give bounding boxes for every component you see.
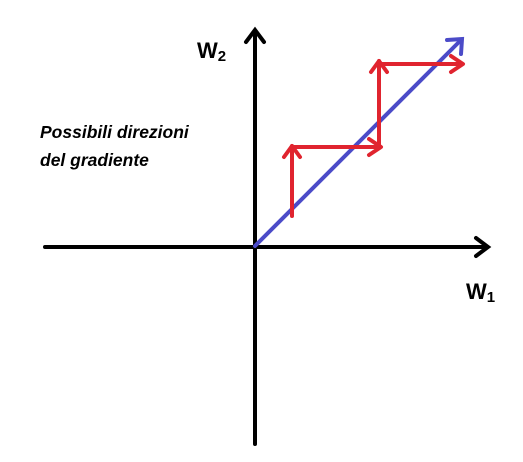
horizontal-axis-arrowhead [474,236,492,258]
axes [43,26,492,446]
caption-line-1: Possibili direzioni [40,122,189,142]
direct-path-line [253,39,462,248]
step-3-arrowhead [369,59,389,74]
w2-letter: W [197,38,218,63]
step-4-arrowhead [449,54,465,74]
direct-path-arrowhead [445,36,465,56]
w1-axis-label: W1 [466,279,496,306]
caption-line-2: del gradiente [40,150,149,170]
w2-axis-label: W2 [197,38,227,65]
gradient-directions-caption: Possibili direzioni del gradiente [40,118,189,174]
direct-path [253,36,465,248]
vertical-axis-arrowhead [244,26,266,44]
w1-subscript: 1 [486,289,496,306]
stepped-path [282,54,465,218]
w1-letter: W [466,279,487,304]
w2-subscript: 2 [217,48,227,65]
